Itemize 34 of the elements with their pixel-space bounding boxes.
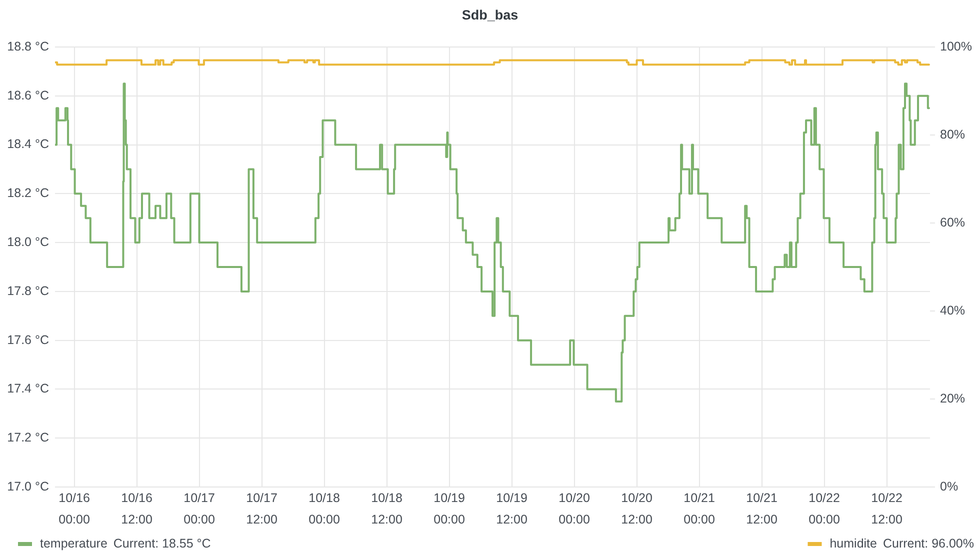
x-tick-label: 10/18 12:00 <box>371 491 402 526</box>
y-tick-label: 17.4 °C <box>7 382 49 396</box>
legend-label: humidite <box>830 536 878 550</box>
legend-label: temperature <box>40 536 108 550</box>
x-tick-label: 10/21 00:00 <box>684 491 715 526</box>
y-tick-label: 18.4 °C <box>7 137 49 152</box>
chart-title: Sdb_bas <box>462 8 518 23</box>
y-tick-label: 17.8 °C <box>7 284 49 298</box>
y2-tick-label: 80% <box>940 127 966 142</box>
x-tick-label: 10/20 12:00 <box>621 491 652 526</box>
x-tick-label: 10/17 12:00 <box>246 491 278 526</box>
y-tick-label: 18.2 °C <box>7 186 49 200</box>
x-tick-label: 10/16 00:00 <box>58 491 90 526</box>
text: Current: 18.55 °C <box>113 536 211 550</box>
y-tick-label: 17.0 °C <box>7 479 49 494</box>
y2-tick-label: 20% <box>940 391 966 406</box>
y2-tick-label: 100% <box>940 39 972 54</box>
x-tick-label: 10/20 00:00 <box>558 491 590 526</box>
y-tick-label: 17.6 °C <box>7 332 49 347</box>
x-tick-label: 10/16 12:00 <box>121 491 152 526</box>
y-tick-label: 18.8 °C <box>7 39 49 54</box>
x-tick-label: 10/19 00:00 <box>434 491 465 526</box>
y2-tick-label: 40% <box>940 303 966 318</box>
y-tick-label: 17.2 °C <box>7 430 49 445</box>
x-tick-label: 10/22 12:00 <box>871 491 902 526</box>
x-tick-label: 10/21 12:00 <box>746 491 778 526</box>
y-tick-label: 18.0 °C <box>7 235 49 250</box>
text: Current: 96.00% <box>882 536 974 550</box>
y2-tick-label: 60% <box>940 215 966 230</box>
y2-tick-label: 0% <box>940 479 958 494</box>
y-tick-label: 18.6 °C <box>7 88 49 102</box>
x-tick-label: 10/19 12:00 <box>496 491 528 526</box>
x-tick-label: 10/18 00:00 <box>308 491 340 526</box>
x-tick-label: 10/17 00:00 <box>184 491 215 526</box>
